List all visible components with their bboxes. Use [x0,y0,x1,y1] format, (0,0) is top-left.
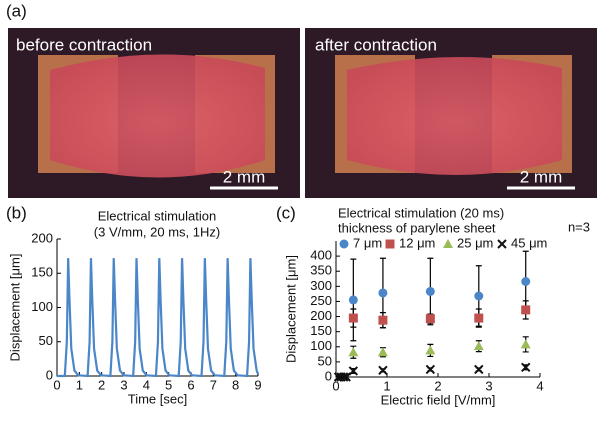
scale-label: 2 mm [520,167,563,186]
legend-label: 45 μm [511,235,547,250]
annotation: Electrical stimulation [98,208,217,223]
x-tick-label: 4 [536,378,543,393]
x-tick-label: 0 [332,378,339,393]
y-tick-label: 50 [318,353,332,368]
point [473,341,484,351]
annotation: thickness of parylene sheet [338,220,496,235]
x-tick-label: 3 [485,378,492,393]
point [443,239,453,248]
y-tick-label: 100 [31,299,53,314]
x-tick-label: 2 [434,378,441,393]
x-tick-label: 8 [232,377,239,392]
y-tick-label: 300 [310,278,332,293]
x-tick-label: 6 [187,377,194,392]
point [425,314,435,324]
y-tick-label: 350 [310,263,332,278]
point [425,286,435,296]
y-tick-label: 200 [31,230,53,245]
legend-key [339,239,349,249]
photo [305,28,597,198]
scale-label: 2 mm [223,167,266,186]
annotation: n=3 [568,219,590,234]
x-tick-label: 1 [383,378,390,393]
point [385,239,395,249]
point [425,364,436,375]
point [474,291,484,301]
x-axis-label: Time [sec] [128,391,187,406]
point [339,239,349,249]
y-tick-label: 0 [325,368,332,383]
legend-label: 25 μm [457,235,493,250]
point [378,365,388,376]
point [521,362,531,373]
y-tick-label: 100 [310,338,332,353]
point [348,313,358,323]
legend-label: 7 μm [353,235,382,250]
legend-label: 12 μm [399,235,435,250]
point [497,239,507,249]
y-tick-label: 150 [310,323,332,338]
line [57,258,260,378]
point [521,276,531,286]
y-tick-label: 200 [310,308,332,323]
point [378,315,388,325]
point [474,364,484,375]
point [348,295,358,305]
x-tick-label: 4 [143,377,150,392]
y-axis-label: Displacement [μm] [7,254,22,362]
legend-key [443,239,453,248]
photo [8,28,300,198]
point [348,347,359,357]
y-tick-label: 50 [39,333,53,348]
y-tick-label: 400 [310,248,332,263]
x-tick-label: 7 [210,377,217,392]
point [348,366,359,376]
x-tick-label: 9 [254,377,261,392]
panel-label: (c) [276,203,296,222]
panel-label: (a) [6,1,27,20]
annotation: (3 V/mm, 20 ms, 1Hz) [94,224,220,239]
axis [335,241,540,378]
legend-key [385,239,395,249]
annotation: Electrical stimulation (20 ms) [338,205,504,220]
x-axis-label: Electric field [V/mm] [381,392,496,407]
point [425,345,436,355]
y-tick-label: 150 [31,265,53,280]
point [378,288,388,298]
y-tick-label: 0 [46,367,53,382]
y-tick-label: 250 [310,293,332,308]
photo-caption: before contraction [16,35,152,54]
y-axis-label: Displacement [μm] [283,255,298,363]
x-tick-label: 0 [53,377,60,392]
point [377,347,388,357]
x-tick-label: 2 [98,377,105,392]
x-tick-label: 5 [165,377,172,392]
x-tick-label: 3 [120,377,127,392]
photo-caption: after contraction [315,35,437,54]
x-tick-label: 1 [76,377,83,392]
point [520,339,531,349]
point [521,305,531,315]
panel-label: (b) [6,203,27,222]
legend-key [497,239,507,249]
point [474,313,484,323]
